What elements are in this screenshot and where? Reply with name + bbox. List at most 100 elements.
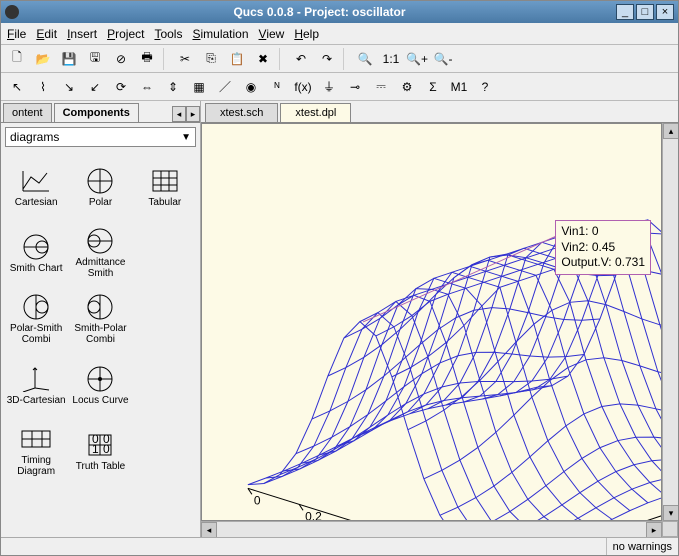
marker-button[interactable]: ◉ (239, 75, 263, 99)
menu-edit[interactable]: Edit (36, 27, 57, 41)
category-combo[interactable]: diagrams ▼ (5, 127, 196, 147)
close-button[interactable]: ⊘ (109, 47, 133, 71)
zoomin-button[interactable]: 🔍+ (405, 47, 429, 71)
app-icon (5, 5, 19, 19)
close-button[interactable]: × (656, 4, 674, 20)
name-button[interactable]: ᴺ (265, 75, 289, 99)
plot-canvas[interactable]: 00.20.40.60.8100.20.40.60.8100.51 Vin1: … (201, 123, 662, 521)
side-tabs: ontent Components ◂ ▸ (1, 101, 200, 123)
save-button[interactable]: 💾 (57, 47, 81, 71)
fx-button[interactable]: f(x) (291, 75, 315, 99)
side-tab-components[interactable]: Components (54, 103, 139, 122)
scroll-right-button[interactable]: ▸ (646, 522, 662, 537)
side-tab-next[interactable]: ▸ (186, 106, 200, 122)
doc-tab-sch[interactable]: xtest.sch (205, 103, 278, 122)
diagram-label: 3D-Cartesian (7, 395, 66, 406)
diagram-cartesian[interactable]: Cartesian (5, 155, 67, 219)
scroll-down-button[interactable]: ▾ (663, 505, 678, 521)
diagram-label: Locus Curve (72, 395, 128, 406)
admsmith-icon (84, 227, 116, 255)
grid-button[interactable]: ▦ (187, 75, 211, 99)
menu-file[interactable]: File (7, 27, 26, 41)
toolbar-main: 🗋📂💾🖫⊘🖶 ✂⎘📋✖ ↶↷ 🔍1:1🔍+🔍- (1, 45, 678, 73)
statusbar: no warnings (1, 537, 678, 555)
smith-icon (20, 233, 52, 261)
side-panel: ontent Components ◂ ▸ diagrams ▼ Cartesi… (1, 101, 201, 537)
ground-button[interactable]: ⏚ (317, 75, 341, 99)
maximize-button[interactable]: □ (636, 4, 654, 20)
vertical-scrollbar[interactable]: ▴ ▾ (662, 123, 678, 521)
copy-button[interactable]: ⎘ (199, 47, 223, 71)
surface-mesh: 00.20.40.60.8100.20.40.60.8100.51 (202, 124, 661, 520)
truth-icon: 0010 (84, 431, 116, 459)
cartesian-icon (20, 167, 52, 195)
diagram-label: Admittance Smith (69, 257, 131, 279)
mirror-v-button[interactable]: ⇕ (161, 75, 185, 99)
zoomout-button[interactable]: 🔍- (431, 47, 455, 71)
menu-insert[interactable]: Insert (67, 27, 97, 41)
mirror-h-button[interactable]: ⇔ (135, 75, 159, 99)
3dcart-icon (20, 365, 52, 393)
diagram-smith[interactable]: Smith Chart (5, 221, 67, 285)
titlebar[interactable]: Qucs 0.0.8 - Project: oscillator _ □ × (1, 1, 678, 23)
pointer-button[interactable]: ↖ (5, 75, 29, 99)
side-tab-content[interactable]: ontent (3, 103, 52, 122)
window-title: Qucs 0.0.8 - Project: oscillator (25, 5, 614, 19)
menu-simulation[interactable]: Simulation (192, 27, 248, 41)
diagram-admsmith[interactable]: Admittance Smith (69, 221, 131, 285)
line-button[interactable]: ／ (213, 75, 237, 99)
svg-text:1: 1 (92, 442, 99, 456)
diagram-timing[interactable]: Timing Diagram (5, 419, 67, 483)
diagram-polar[interactable]: Polar (69, 155, 131, 219)
delete-button[interactable]: ✖ (251, 47, 275, 71)
diagram-palette: CartesianPolarTabular Smith ChartAdmittan… (1, 151, 200, 537)
label1-button[interactable]: ↘ (57, 75, 81, 99)
combo-value: diagrams (10, 130, 59, 144)
saveall-button[interactable]: 🖫 (83, 47, 107, 71)
horizontal-scrollbar[interactable]: ◂ ▸ (201, 521, 662, 537)
minimize-button[interactable]: _ (616, 4, 634, 20)
menu-view[interactable]: View (259, 27, 285, 41)
sigma-button[interactable]: Σ (421, 75, 445, 99)
zoomfit-button[interactable]: 🔍 (353, 47, 377, 71)
label2-button[interactable]: ↙ (83, 75, 107, 99)
side-tab-prev[interactable]: ◂ (172, 106, 186, 122)
diagram-3dcart[interactable]: 3D-Cartesian (5, 353, 67, 417)
data-marker-box[interactable]: Vin1: 0 Vin2: 0.45 Output.V: 0.731 (555, 220, 651, 275)
menu-tools[interactable]: Tools (154, 27, 182, 41)
scroll-left-button[interactable]: ◂ (201, 522, 217, 537)
locus-icon (84, 365, 116, 393)
diagram-smithpolar[interactable]: Smith-Polar Combi (69, 287, 131, 351)
svg-text:0.2: 0.2 (305, 509, 322, 520)
diagram-truth[interactable]: 0010Truth Table (69, 419, 131, 483)
gear-button[interactable]: ⚙ (395, 75, 419, 99)
diagram-locus[interactable]: Locus Curve (69, 353, 131, 417)
port-button[interactable]: ⊸ (343, 75, 367, 99)
diagram-label: Polar-Smith Combi (5, 323, 67, 345)
doc-tab-dpl[interactable]: xtest.dpl (280, 103, 351, 122)
new-button[interactable]: 🗋 (5, 47, 29, 71)
diagram-label: Smith-Polar Combi (69, 323, 131, 345)
sim-button[interactable]: ⎓ (369, 75, 393, 99)
menubar: File Edit Insert Project Tools Simulatio… (1, 23, 678, 45)
open-button[interactable]: 📂 (31, 47, 55, 71)
scroll-up-button[interactable]: ▴ (663, 123, 678, 139)
undo-button[interactable]: ↶ (289, 47, 313, 71)
toolbar-edit: ↖⌇↘↙⟳⇔⇕▦／◉ᴺf(x)⏚⊸⎓⚙ΣM1? (1, 73, 678, 101)
m1-button[interactable]: M1 (447, 75, 471, 99)
diagram-tabular[interactable]: Tabular (134, 155, 196, 219)
paste-button[interactable]: 📋 (225, 47, 249, 71)
wire-button[interactable]: ⌇ (31, 75, 55, 99)
zoom11-button[interactable]: 1:1 (379, 47, 403, 71)
svg-text:0: 0 (254, 493, 261, 507)
cut-button[interactable]: ✂ (173, 47, 197, 71)
polar-icon (84, 167, 116, 195)
menu-project[interactable]: Project (107, 27, 144, 41)
help-button[interactable]: ? (473, 75, 497, 99)
document-area: xtest.sch xtest.dpl 00.20.40.60.8100.20.… (201, 101, 678, 537)
menu-help[interactable]: Help (294, 27, 319, 41)
print-button[interactable]: 🖶 (135, 47, 159, 71)
redo-button[interactable]: ↷ (315, 47, 339, 71)
diagram-polarsmith[interactable]: Polar-Smith Combi (5, 287, 67, 351)
rotate-button[interactable]: ⟳ (109, 75, 133, 99)
